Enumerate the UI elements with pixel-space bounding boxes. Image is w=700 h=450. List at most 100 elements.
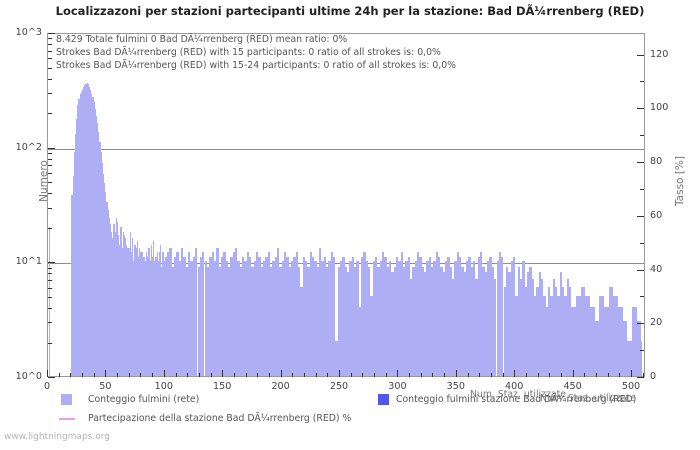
y-tick-label-right: 100 xyxy=(650,102,669,114)
bar xyxy=(543,295,546,376)
bar xyxy=(449,266,453,376)
x-tick-label: 200 xyxy=(271,381,290,392)
tick-x-minor xyxy=(537,373,539,377)
bar xyxy=(204,261,207,376)
bar xyxy=(123,234,126,376)
bar xyxy=(484,272,488,376)
bar xyxy=(433,261,436,376)
tick-x-minor xyxy=(409,373,411,377)
legend-label-network-count: Conteggio fulmini (rete) xyxy=(88,394,200,405)
bar xyxy=(414,261,418,376)
bar xyxy=(99,141,101,376)
bar xyxy=(255,252,259,376)
y-tick-label-left: 10^3 xyxy=(15,27,42,38)
bar xyxy=(417,252,420,376)
bar xyxy=(153,241,155,376)
y-tick-label-left: 10^0 xyxy=(15,371,42,382)
bar xyxy=(128,248,130,376)
x-tick-label: 250 xyxy=(329,381,349,392)
bar xyxy=(295,252,298,376)
bar xyxy=(526,272,530,376)
tick-x-minor xyxy=(304,373,305,377)
bar xyxy=(78,99,80,376)
bar xyxy=(519,279,523,376)
bar xyxy=(140,252,142,376)
bar xyxy=(454,261,457,376)
bar xyxy=(568,286,572,376)
bar xyxy=(314,261,317,376)
bar xyxy=(157,261,159,376)
bar xyxy=(561,286,565,376)
bar xyxy=(84,85,86,376)
bar xyxy=(161,266,163,376)
bar xyxy=(398,261,401,376)
plot-area xyxy=(47,33,645,377)
tick-minor-left xyxy=(48,227,52,229)
bar xyxy=(197,266,200,376)
tick-minor-left xyxy=(48,152,52,154)
y-tick-label-right: 20 xyxy=(650,317,663,329)
bar xyxy=(389,261,392,376)
tick-x-minor xyxy=(502,373,504,377)
tick-major-left xyxy=(48,33,55,34)
bar xyxy=(377,266,380,376)
bar xyxy=(129,232,131,376)
bar xyxy=(218,266,221,376)
bar xyxy=(489,256,492,376)
bar xyxy=(80,91,82,376)
bar xyxy=(213,261,217,376)
bar xyxy=(276,248,280,376)
bar xyxy=(356,261,359,376)
bar xyxy=(566,279,569,376)
bar xyxy=(133,261,135,376)
bar xyxy=(494,279,497,376)
bar xyxy=(613,295,618,376)
bar xyxy=(93,102,95,376)
tick-x-minor xyxy=(327,373,329,377)
bar xyxy=(267,252,270,376)
bar xyxy=(137,256,140,376)
gridline-y xyxy=(48,148,644,150)
bar xyxy=(230,256,233,376)
bar xyxy=(167,252,170,376)
bar xyxy=(538,272,541,376)
bar xyxy=(309,252,312,376)
tick-x-major xyxy=(105,370,107,377)
legend-label-station-count: Conteggio fulmini stazione Bad DÃ¼rrenbe… xyxy=(396,394,637,405)
bar xyxy=(428,256,432,376)
bar xyxy=(109,224,112,376)
bar xyxy=(258,256,261,376)
tick-x-minor xyxy=(93,373,95,377)
annotation-strokes-15-24: Strokes Bad DÃ¼rrenberg (RED) with 15-24… xyxy=(56,60,457,71)
bar xyxy=(232,252,235,376)
tick-x-minor xyxy=(479,373,481,377)
bar xyxy=(617,306,623,376)
bar xyxy=(241,256,245,376)
tick-minor-left xyxy=(48,193,52,195)
bar xyxy=(269,266,273,376)
bar xyxy=(104,183,106,376)
bar xyxy=(225,261,228,376)
bar xyxy=(407,256,411,376)
bar xyxy=(575,295,581,376)
bar xyxy=(311,256,315,376)
bar xyxy=(81,90,84,376)
bar xyxy=(344,266,347,376)
bar xyxy=(107,210,109,376)
tick-major-right xyxy=(637,108,644,110)
watermark: www.lightningmaps.org xyxy=(4,432,110,442)
bar xyxy=(554,286,558,376)
bar xyxy=(636,321,642,376)
bar xyxy=(559,272,562,376)
tick-minor-right xyxy=(640,135,644,137)
bar xyxy=(426,261,429,376)
bar xyxy=(461,266,464,376)
bar xyxy=(386,266,390,376)
bar xyxy=(144,261,147,376)
tick-x-minor xyxy=(490,373,492,377)
tick-x-minor xyxy=(584,373,586,377)
bar xyxy=(515,295,518,376)
bar xyxy=(580,286,586,376)
bar xyxy=(91,93,93,376)
